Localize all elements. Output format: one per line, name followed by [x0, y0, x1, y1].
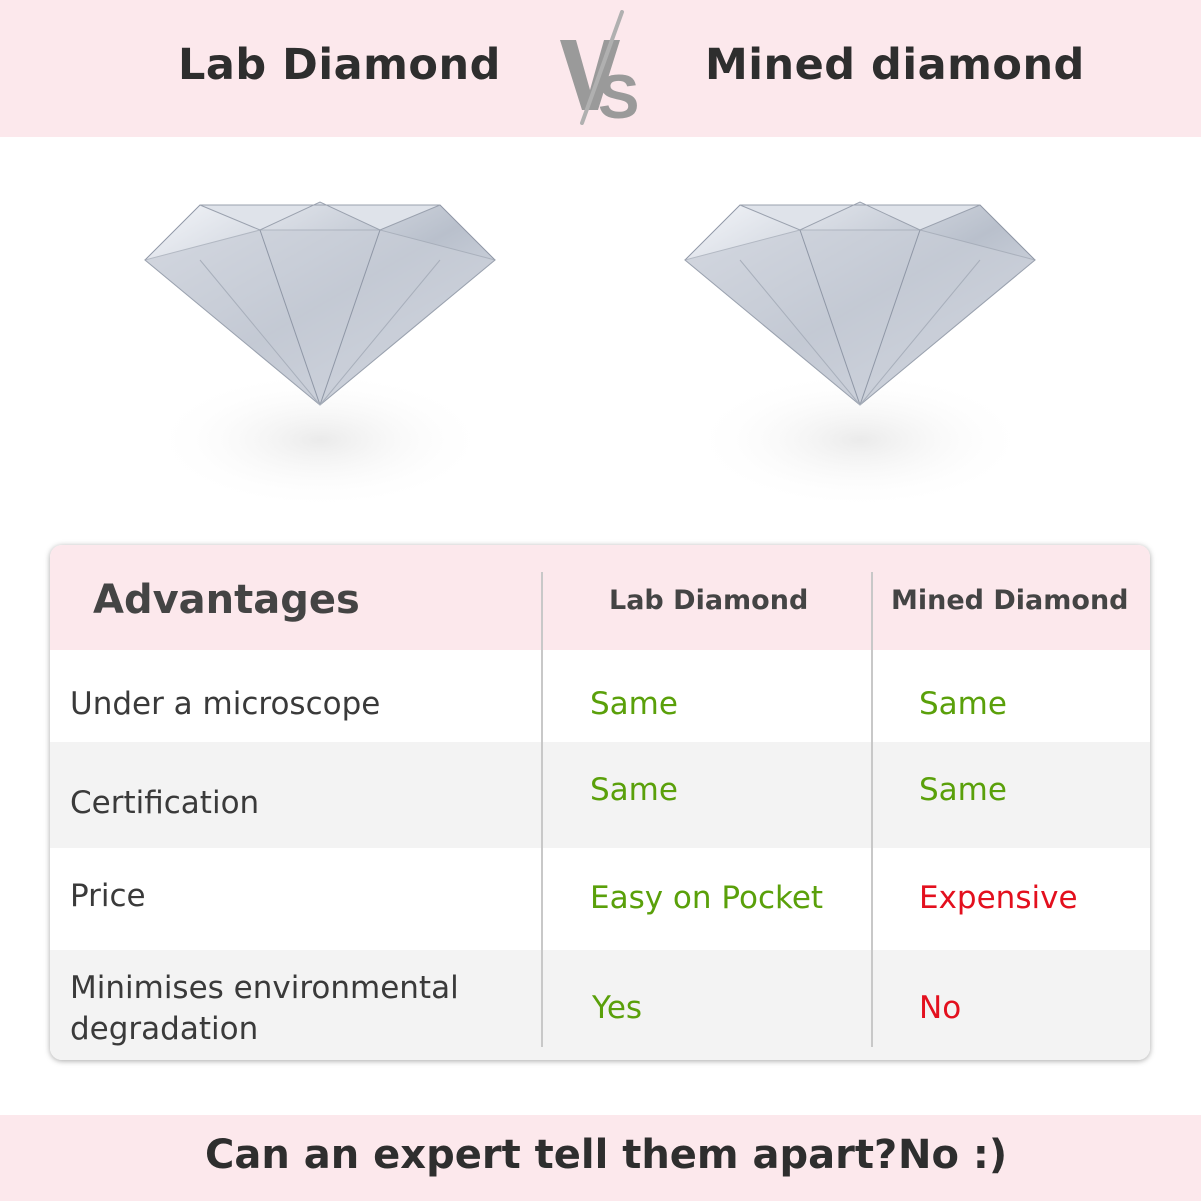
- row-label: Price: [70, 878, 146, 914]
- footer-question: Can an expert tell them apart?: [205, 1132, 898, 1178]
- header-mined-diamond: Mined Diamond: [891, 585, 1129, 616]
- table-row: Under a microscope Same Same: [50, 650, 1150, 742]
- lab-value: Easy on Pocket: [590, 880, 824, 916]
- table-header-row: Advantages Lab Diamond Mined Diamond: [50, 545, 1150, 650]
- footer-band: [0, 1115, 1201, 1201]
- table-row: Price Easy on Pocket Expensive: [50, 848, 1150, 950]
- mined-value: No: [919, 990, 962, 1026]
- lab-diamond-title: Lab Diamond: [178, 40, 501, 90]
- header-lab-diamond: Lab Diamond: [609, 585, 809, 616]
- row-label: Certification: [70, 785, 260, 821]
- footer-answer: No :): [898, 1132, 1008, 1178]
- comparison-table: Advantages Lab Diamond Mined Diamond Und…: [50, 545, 1150, 1060]
- row-label: Minimises environmental degradation: [70, 970, 459, 1047]
- table-row: Certification Same Same: [50, 742, 1150, 848]
- lab-value: Yes: [592, 990, 643, 1026]
- mined-diamond-image: [683, 201, 1037, 510]
- mined-diamond-title: Mined diamond: [705, 40, 1085, 90]
- mined-value: Same: [919, 772, 1007, 808]
- lab-diamond-image: [143, 201, 497, 510]
- mined-value: Same: [919, 686, 1007, 722]
- lab-value: Same: [590, 686, 678, 722]
- svg-text:S: S: [598, 63, 639, 125]
- row-label: Under a microscope: [70, 686, 381, 722]
- column-divider: [541, 572, 543, 1047]
- lab-value: Same: [590, 772, 678, 808]
- header-advantages: Advantages: [93, 577, 360, 623]
- vs-logo: S: [560, 10, 639, 125]
- mined-value: Expensive: [919, 880, 1078, 916]
- table-row: Minimises environmental degradation Yes …: [50, 950, 1150, 1060]
- column-divider: [871, 572, 873, 1047]
